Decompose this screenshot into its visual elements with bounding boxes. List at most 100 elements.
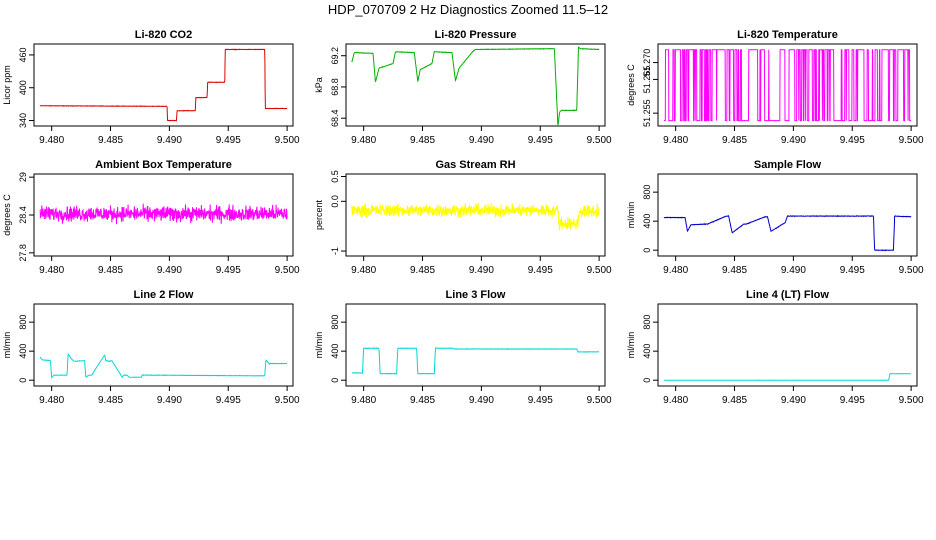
y-tick-label: 0 — [642, 378, 652, 383]
y-tick-label: 400 — [18, 80, 28, 95]
y-tick-label: 400 — [642, 214, 652, 229]
y-tick-label: 0 — [330, 378, 340, 383]
x-tick-label: 9.480 — [39, 265, 64, 276]
plot-frame — [33, 303, 294, 387]
x-tick-label: 9.485 — [98, 395, 123, 406]
series-line — [663, 372, 912, 381]
y-tick-label: 0 — [18, 378, 28, 383]
panel-title: Li-820 CO2 — [135, 29, 192, 41]
x-tick-label: 9.495 — [216, 265, 241, 276]
panel-4: Ambient Box Temperature 9.480 9.485 9.490 9.… — [2, 159, 300, 276]
y-tick-label: 68.4 — [330, 109, 340, 127]
plot-frame — [345, 173, 606, 257]
panel-title: Line 3 Flow — [446, 289, 506, 301]
y-tick-label: 51.255 — [642, 99, 652, 127]
x-tick-label: 9.495 — [216, 395, 241, 406]
plot-frame — [657, 303, 918, 387]
x-tick-label: 9.480 — [663, 395, 688, 406]
y-tick-label: 0.0 — [330, 195, 340, 208]
x-tick-label: 9.495 — [840, 265, 865, 276]
y-tick-label: 69.2 — [330, 47, 340, 65]
x-tick-label: 9.500 — [275, 135, 300, 146]
y-tick-label: 800 — [18, 315, 28, 330]
x-tick-label: 9.485 — [98, 265, 123, 276]
series-line — [663, 49, 912, 122]
y-tick-label: 0.5 — [330, 170, 340, 183]
panel-9: Line 4 (LT) Flow 9.480 9.485 9.490 9.495 9.50… — [626, 289, 924, 406]
x-tick-label: 9.490 — [157, 395, 182, 406]
x-tick-label: 9.480 — [351, 265, 376, 276]
y-tick-label: 28.4 — [18, 206, 28, 224]
x-tick-label: 9.485 — [410, 395, 435, 406]
plot-frame — [657, 43, 918, 127]
panel-title: Li-820 Pressure — [435, 29, 517, 41]
y-axis-label: ml/min — [2, 332, 12, 359]
y-tick-label: 0 — [642, 248, 652, 253]
y-tick-label: 800 — [330, 315, 340, 330]
x-tick-label: 9.485 — [722, 395, 747, 406]
series-line — [351, 46, 600, 125]
panel-3: Li-820 Temperature 9.480 9.485 9.490 9.495 9.… — [626, 29, 924, 146]
panel-title: Gas Stream RH — [435, 159, 515, 171]
x-tick-label: 9.495 — [528, 135, 553, 146]
x-tick-label: 9.500 — [587, 265, 612, 276]
panel-7: Line 2 Flow 9.480 9.485 9.490 9.495 9.500 0 400… — [2, 289, 300, 406]
series-line — [663, 214, 912, 252]
series-line — [351, 202, 600, 231]
x-tick-label: 9.490 — [781, 135, 806, 146]
y-tick-label: 340 — [18, 113, 28, 128]
series-line — [39, 352, 288, 379]
panel-8: Line 3 Flow 9.480 9.485 9.490 9.495 9.500 0 400… — [314, 289, 612, 406]
x-tick-label: 9.485 — [722, 135, 747, 146]
plot-frame — [345, 43, 606, 127]
y-axis-label: ml/min — [626, 202, 636, 229]
panel-1: Li-820 CO2 9.480 9.485 9.490 9.495 9.500 340 40… — [2, 29, 300, 146]
x-tick-label: 9.485 — [410, 265, 435, 276]
series-line — [351, 347, 600, 375]
y-tick-label: 51.270 — [642, 49, 652, 77]
x-tick-label: 9.490 — [469, 265, 494, 276]
x-tick-label: 9.490 — [157, 135, 182, 146]
x-tick-label: 9.490 — [781, 395, 806, 406]
y-tick-label: 460 — [18, 47, 28, 62]
x-tick-label: 9.480 — [39, 135, 64, 146]
panel-title: Line 2 Flow — [134, 289, 194, 301]
y-axis-label: degrees C — [626, 64, 636, 106]
x-tick-label: 9.500 — [899, 265, 924, 276]
y-axis-label: ml/min — [626, 332, 636, 359]
y-tick-label: 68.8 — [330, 78, 340, 96]
x-tick-label: 9.485 — [410, 135, 435, 146]
plot-frame — [345, 303, 606, 387]
x-tick-label: 9.500 — [587, 395, 612, 406]
y-axis-label: kPa — [314, 77, 324, 93]
x-tick-label: 9.480 — [351, 135, 376, 146]
figure-title: HDP_070709 2 Hz Diagnostics Zoomed 11.5–… — [327, 2, 609, 17]
x-tick-label: 9.480 — [351, 395, 376, 406]
series-line — [39, 203, 288, 225]
panel-5: Gas Stream RH 9.480 9.485 9.490 9.495 9.500 -1… — [314, 159, 612, 276]
x-tick-label: 9.480 — [663, 265, 688, 276]
x-tick-label: 9.485 — [98, 135, 123, 146]
x-tick-label: 9.495 — [216, 135, 241, 146]
panel-title: Sample Flow — [754, 159, 822, 171]
y-tick-label: -1 — [330, 247, 340, 255]
y-tick-label: 400 — [330, 344, 340, 359]
y-tick-label: 400 — [642, 344, 652, 359]
x-tick-label: 9.480 — [39, 395, 64, 406]
y-tick-label: 27.8 — [18, 244, 28, 262]
panel-title: Ambient Box Temperature — [95, 159, 232, 171]
x-tick-label: 9.490 — [469, 135, 494, 146]
panel-title: Line 4 (LT) Flow — [746, 289, 829, 301]
x-tick-label: 9.490 — [781, 265, 806, 276]
x-tick-label: 9.495 — [528, 265, 553, 276]
series-line — [39, 48, 288, 122]
x-tick-label: 9.500 — [275, 395, 300, 406]
y-tick-label: 400 — [18, 344, 28, 359]
panel-2: Li-820 Pressure 9.480 9.485 9.490 9.495 9.500… — [314, 29, 612, 146]
y-tick-label: 800 — [642, 315, 652, 330]
x-tick-label: 9.495 — [840, 395, 865, 406]
x-tick-label: 9.480 — [663, 135, 688, 146]
plot-frame — [657, 173, 918, 257]
panel-title: Li-820 Temperature — [737, 29, 838, 41]
